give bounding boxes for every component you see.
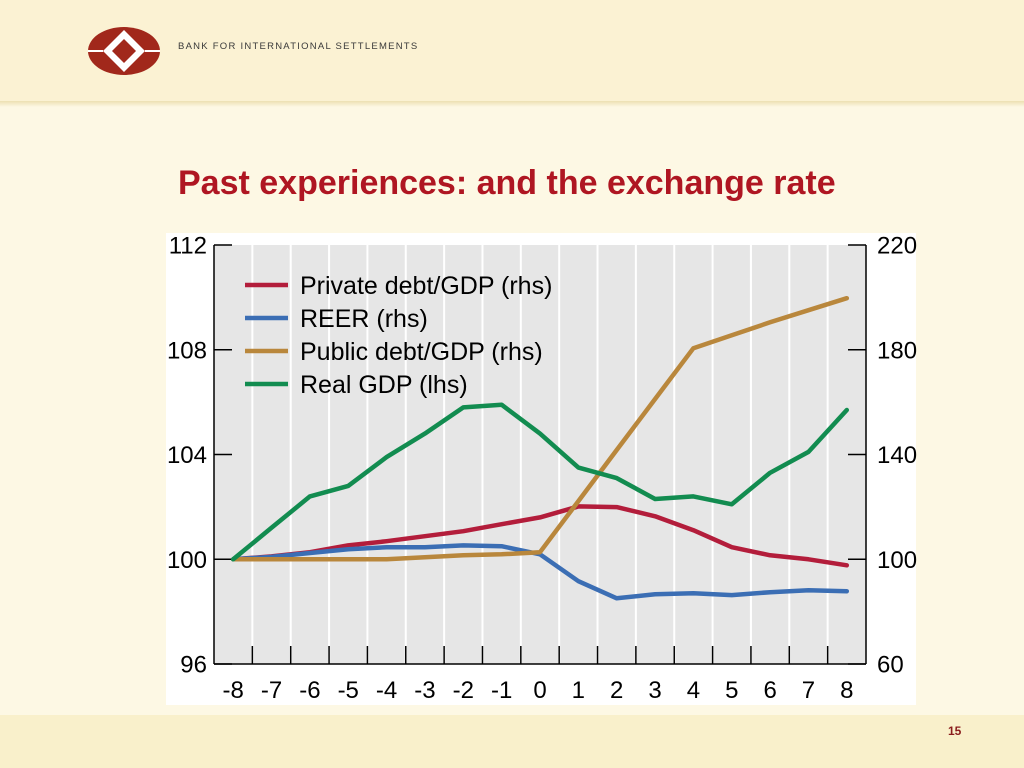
x-tick-label: 2	[610, 677, 623, 704]
x-tick-label: 5	[725, 677, 738, 704]
x-tick-label: 6	[763, 677, 776, 704]
x-tick-label: -5	[338, 677, 359, 704]
x-tick-label: 4	[687, 677, 700, 704]
bis-logo-icon	[88, 27, 160, 75]
right-tick-label: 180	[877, 337, 917, 364]
legend-label: Public debt/GDP (rhs)	[300, 338, 543, 366]
legend-label: REER (rhs)	[300, 305, 428, 333]
x-tick-label: -4	[376, 677, 397, 704]
legend-label: Real GDP (lhs)	[300, 371, 468, 399]
left-tick-label: 112	[169, 233, 207, 260]
x-tick-label: 3	[648, 677, 661, 704]
x-tick-label: 7	[802, 677, 815, 704]
legend-label: Private debt/GDP (rhs)	[300, 272, 552, 300]
chart-panel: 112 108 104 100 96 220 180 140 100 60 -8 -7 -6 -5 -4 -3…	[166, 233, 917, 705]
series-line-private-debt-gdp-rhs	[230, 504, 850, 568]
x-tick-label: -7	[261, 677, 282, 704]
x-tick-label: 0	[533, 677, 546, 704]
right-tick-label: 60	[877, 652, 904, 679]
series-line-public-debt-gdp-rhs	[230, 295, 850, 562]
right-tick-label: 140	[877, 442, 917, 469]
x-tick-label: -8	[223, 677, 244, 704]
slide-title: Past experiences: and the exchange rate	[178, 164, 836, 202]
left-tick-label: 100	[167, 547, 207, 574]
header-divider	[0, 101, 1024, 107]
series-line-real-gdp-lhs	[230, 402, 850, 562]
left-tick-label: 104	[167, 442, 207, 469]
footer-band	[0, 715, 1024, 768]
x-tick-label: 1	[572, 677, 585, 704]
left-tick-label: 108	[167, 337, 207, 364]
header-band	[0, 0, 1024, 101]
x-tick-label: 8	[840, 677, 853, 704]
x-tick-label: -2	[453, 677, 474, 704]
x-tick-label: -3	[414, 677, 435, 704]
page-number: 15	[948, 724, 962, 738]
logo-inner-diamond	[112, 39, 136, 63]
right-tick-label: 220	[877, 233, 917, 260]
right-tick-label: 100	[877, 547, 917, 574]
x-tick-label: -1	[491, 677, 512, 704]
left-tick-label: 96	[180, 652, 207, 679]
org-name: BANK FOR INTERNATIONAL SETTLEMENTS	[178, 41, 419, 52]
x-tick-label: -6	[299, 677, 320, 704]
